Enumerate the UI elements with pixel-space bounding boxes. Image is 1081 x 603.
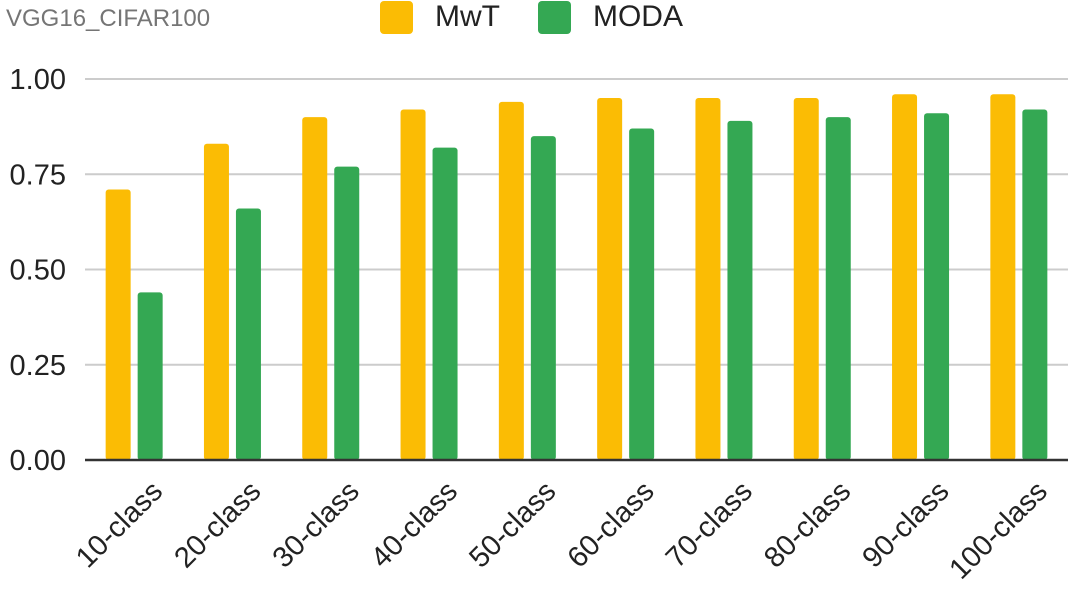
bar-mwt-40-class (400, 109, 426, 460)
bar-moda-80-class (825, 117, 851, 460)
bar-mwt-60-class (597, 98, 623, 461)
bar-mwt-100-class (990, 94, 1016, 461)
x-tick-label: 20-class (168, 475, 267, 574)
y-tick-label: 0.25 (10, 350, 66, 382)
bar-moda-70-class (727, 120, 753, 460)
x-tick-label: 90-class (857, 475, 956, 574)
bar-mwt-80-class (793, 98, 819, 461)
bar-mwt-90-class (892, 94, 918, 461)
y-tick-label: 0.00 (10, 445, 66, 477)
x-tick-label: 10-class (70, 475, 169, 574)
bar-mwt-50-class (498, 101, 524, 461)
x-tick-label: 40-class (365, 475, 464, 574)
bar-moda-60-class (629, 128, 655, 460)
x-tick-label: 30-class (267, 475, 366, 574)
bar-moda-10-class (137, 292, 163, 460)
legend-label-mwt: MwT (435, 0, 500, 33)
x-tick-label: 80-class (758, 475, 857, 574)
y-tick-label: 0.50 (10, 255, 66, 287)
bar-moda-20-class (235, 208, 261, 460)
bar-mwt-70-class (695, 98, 721, 461)
legend-item-moda: MODA (537, 0, 683, 34)
bar-mwt-20-class (203, 143, 229, 460)
bar-moda-90-class (924, 113, 950, 460)
y-tick-label: 0.75 (10, 159, 66, 191)
x-tick-label: 100-class (943, 475, 1053, 585)
legend-swatch-mwt (380, 0, 413, 34)
x-tick-label: 60-class (562, 475, 661, 574)
x-tick-label: 70-class (660, 475, 759, 574)
legend-label-moda: MODA (592, 0, 683, 33)
bar-moda-50-class (530, 136, 556, 460)
bar-moda-40-class (432, 147, 458, 460)
chart-title: VGG16_CIFAR100 (6, 5, 211, 32)
legend: MwT MODA (380, 0, 721, 34)
x-tick-label: 50-class (463, 475, 562, 574)
y-tick-label: 1.00 (10, 64, 66, 96)
legend-item-mwt: MwT (380, 0, 500, 34)
legend-swatch-moda (537, 0, 571, 34)
bar-mwt-10-class (105, 189, 131, 461)
bar-moda-100-class (1022, 109, 1048, 460)
bar-mwt-30-class (302, 117, 328, 460)
bar-moda-30-class (334, 166, 360, 460)
